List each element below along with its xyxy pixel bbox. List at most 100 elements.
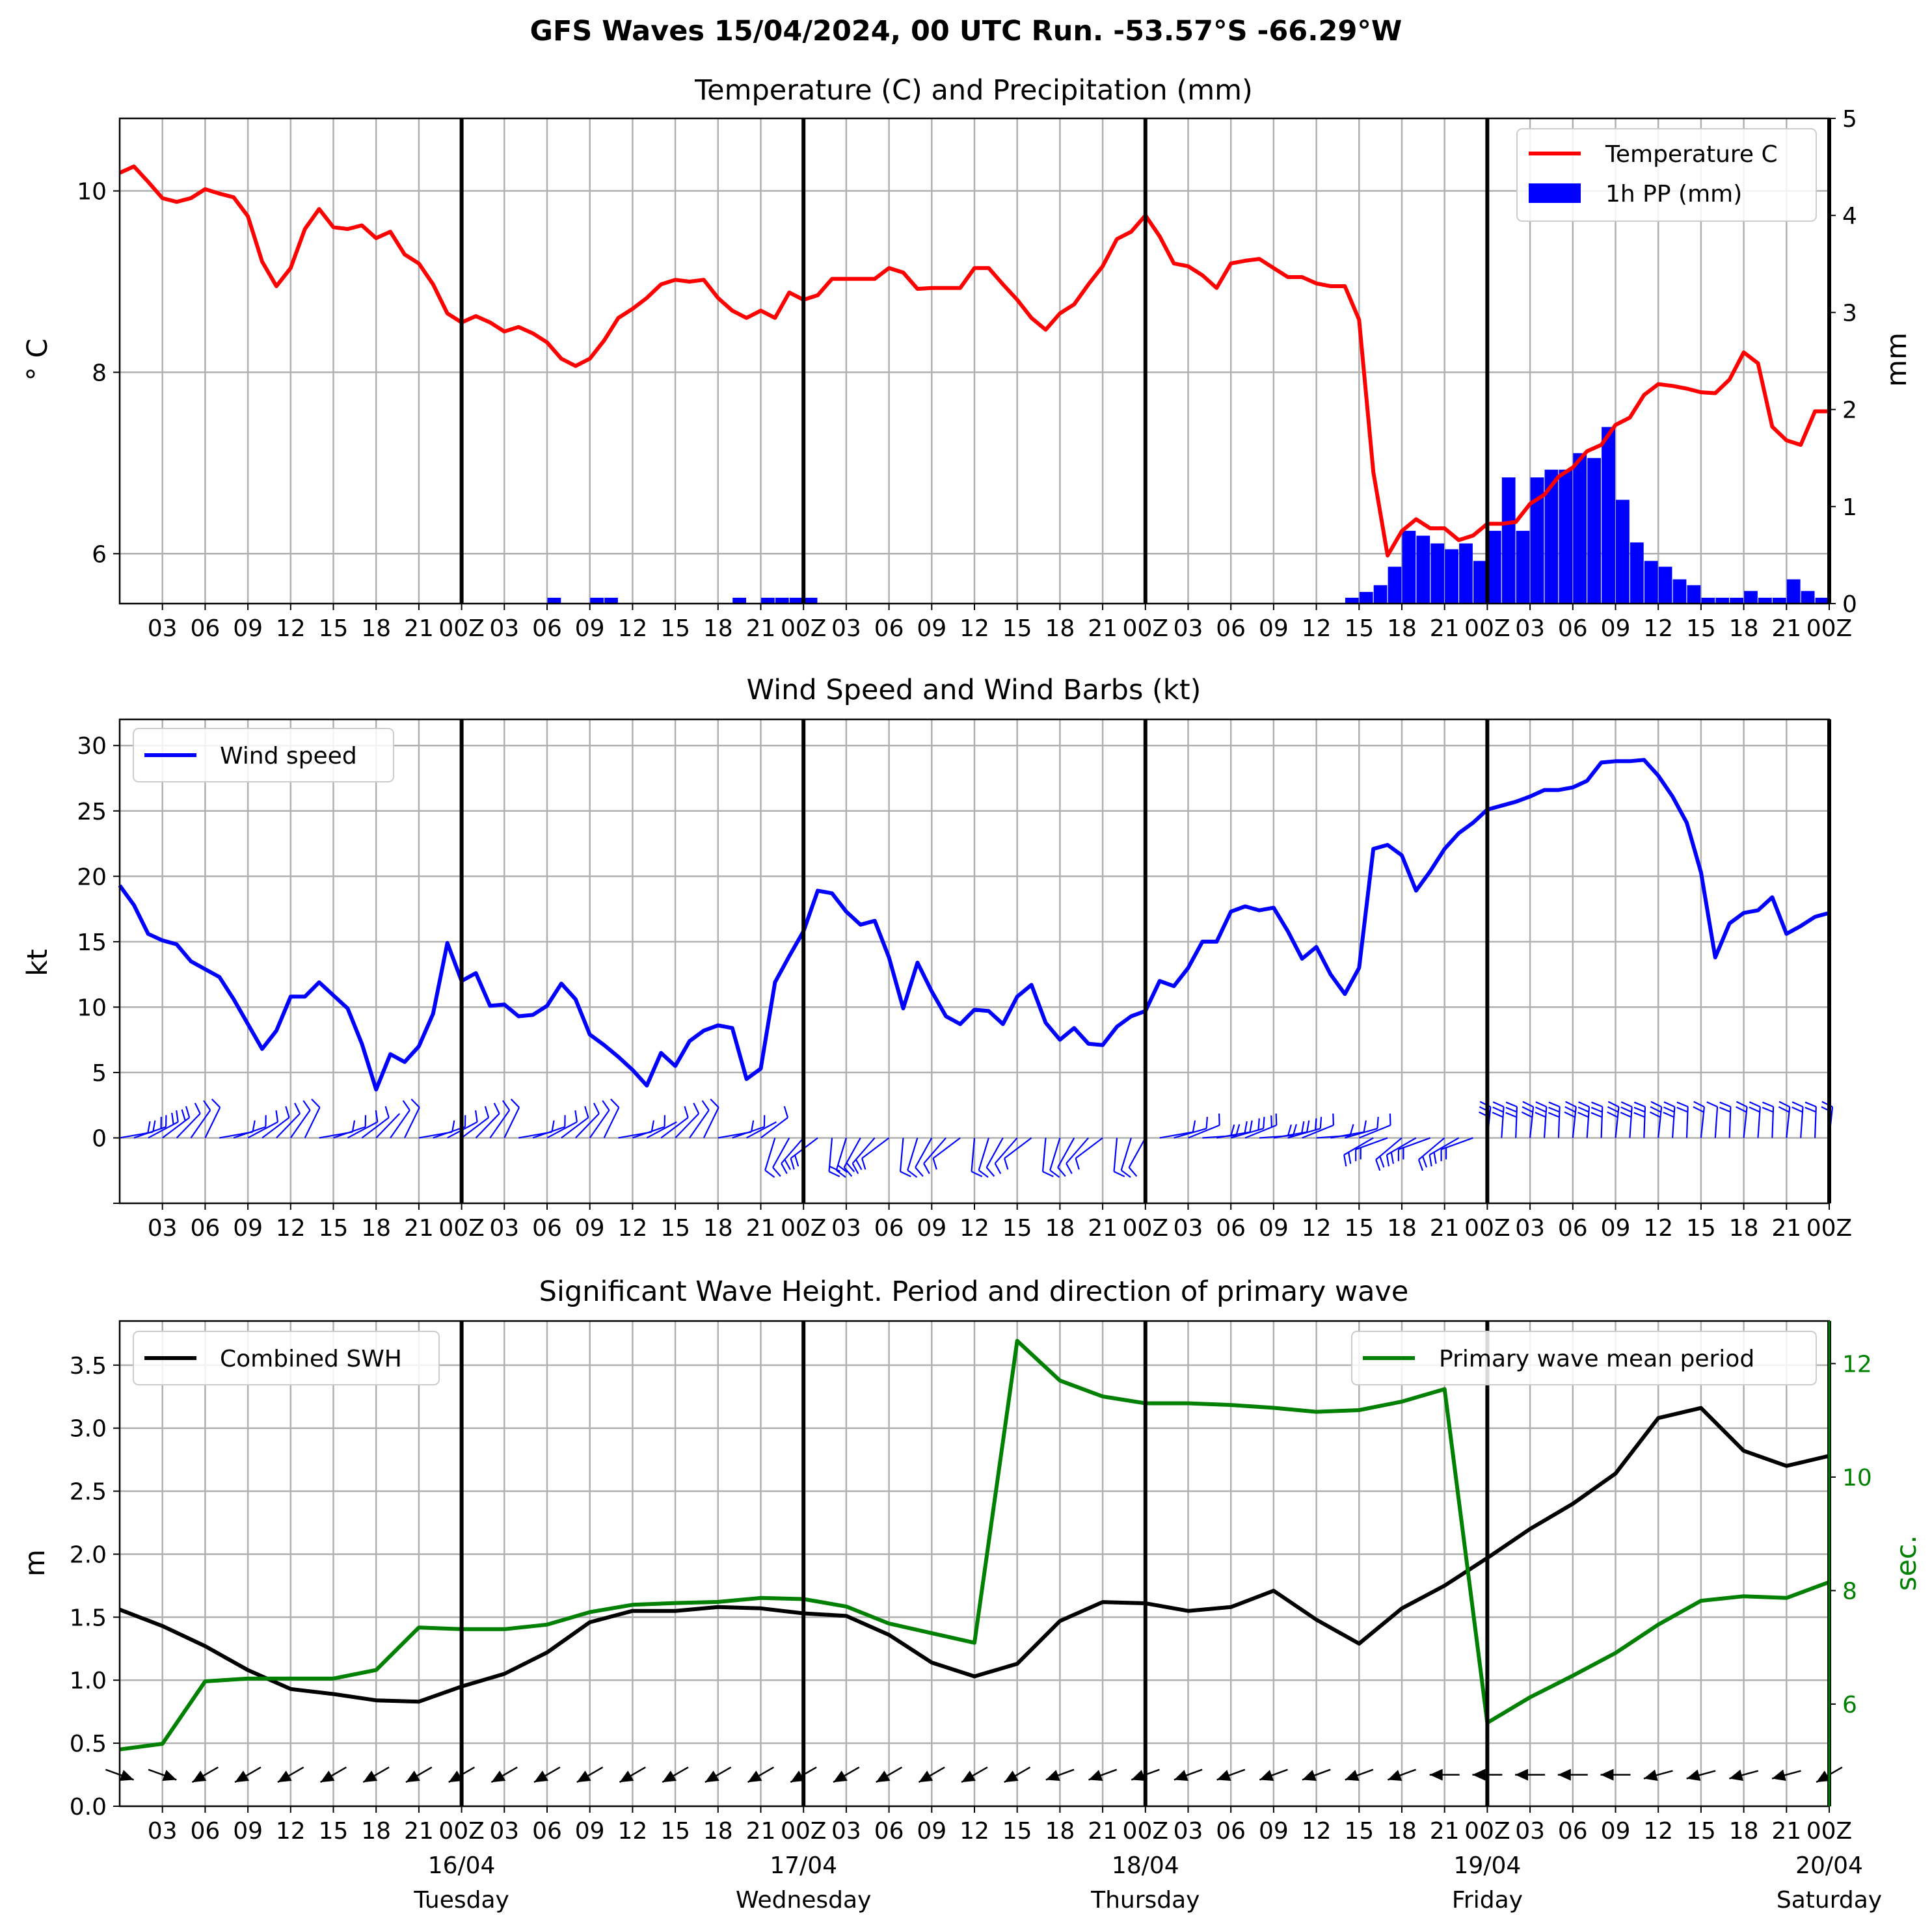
wind-barb-staff [1771, 1106, 1775, 1138]
wind-barb-feather [285, 1106, 290, 1118]
wind-barb-feather [351, 1120, 356, 1132]
period-legend-box [1351, 1331, 1817, 1385]
precipitation-bar [1630, 542, 1644, 604]
temp-x-tick-label: 00Z [1806, 615, 1852, 642]
period-y2-tick-label: 6 [1842, 1692, 1857, 1718]
precipitation-bar [1445, 549, 1458, 604]
wind-barb-staff [204, 1107, 221, 1138]
wind-barb-staff [1273, 1131, 1308, 1139]
wind-barb-feather [1778, 1101, 1790, 1108]
wind-barb-feather [1633, 1112, 1645, 1118]
wave-x-tick-label: 06 [532, 1818, 562, 1845]
wind-x-tick-label: 00Z [1123, 1215, 1168, 1242]
wind-barb-staff [1004, 1137, 1032, 1159]
wind-barb-staff [1375, 1137, 1402, 1160]
wave-direction-arrow-head [1302, 1770, 1317, 1781]
wave-x-tick-label: 09 [233, 1818, 263, 1845]
wind-barb-feather [375, 1110, 379, 1123]
primary-wave-period-line [119, 1339, 1831, 1752]
precip-y2-tick-label: 0 [1842, 591, 1857, 618]
wave-direction-arrow-head [619, 1770, 634, 1783]
precipitation-bar [1616, 500, 1630, 604]
temp-x-tick-label: 18 [1045, 615, 1075, 642]
precipitation-bar [1501, 477, 1516, 604]
wind-barb-feather [402, 1100, 410, 1111]
wind-barb-feather [1805, 1101, 1817, 1108]
wind-barb-staff [660, 1117, 689, 1139]
wind-barb-feather [1522, 1106, 1533, 1113]
precip-y2-tick-label: 2 [1842, 397, 1857, 424]
wind-barb-feather [1004, 1158, 1009, 1170]
wind-barb-feather [783, 1106, 789, 1118]
wind-barb-feather [275, 1110, 279, 1123]
wind-x-tick-label: 09 [1259, 1215, 1289, 1242]
temp-x-tick-label: 03 [148, 615, 178, 642]
wind-barb-staff [1429, 1137, 1460, 1156]
wind-barb-feather [1505, 1101, 1518, 1108]
wind-barb-feather [551, 1120, 555, 1132]
wind-barb-staff [475, 1113, 500, 1139]
wave-x-tick-label: 06 [190, 1818, 220, 1845]
precipitation-bar [1815, 598, 1829, 604]
date-label: 20/04 [1795, 1852, 1863, 1879]
wind-x-tick-label: 21 [1088, 1215, 1118, 1242]
temp-x-tick-label: 21 [1771, 615, 1801, 642]
wave-height-y-axis-label: m [19, 1549, 51, 1577]
wind-x-tick-label: 12 [276, 1215, 306, 1242]
temp-x-tick-label: 03 [1174, 615, 1203, 642]
wind-barb-feather [1535, 1101, 1547, 1108]
wind-barb-feather [1332, 1113, 1334, 1126]
wind-barb-feather [852, 1163, 859, 1175]
wind-barb-feather [651, 1120, 654, 1132]
wind-barb-feather [907, 1169, 918, 1178]
wind-barb-feather [252, 1120, 256, 1132]
wind-barb-feather [710, 1099, 719, 1108]
wind-legend-box [133, 728, 394, 782]
wind-barb-staff [646, 1121, 677, 1139]
wind-barb-staff [133, 1126, 167, 1139]
period-y2-tick-label: 12 [1842, 1351, 1872, 1378]
wind-barb-staff [703, 1107, 719, 1138]
temperature-legend: Temperature C 1h PP (mm) [1516, 128, 1817, 222]
temp-x-tick-label: 12 [959, 615, 989, 642]
precipitation-bar [732, 598, 746, 604]
wind-barb-feather [764, 1169, 775, 1178]
wind-barb-staff [971, 1138, 976, 1172]
wind-barb-staff [276, 1113, 301, 1139]
wind-x-tick-label: 12 [617, 1215, 647, 1242]
temp-x-tick-label: 21 [1088, 615, 1118, 642]
temp-x-tick-label: 15 [319, 615, 349, 642]
wave-direction-arrow-head [534, 1770, 548, 1783]
wind-barb-staff [1557, 1106, 1561, 1138]
wind-legend-label: Wind speed [220, 743, 357, 769]
wave-direction-arrow-head [1600, 1769, 1614, 1781]
wind-barb-feather [451, 1120, 455, 1132]
wind-barb-staff [932, 1137, 961, 1159]
temp-x-tick-label: 21 [746, 615, 776, 642]
wind-barb-staff [233, 1126, 266, 1139]
precipitation-bar [1359, 592, 1373, 604]
wind-barb-feather [1736, 1101, 1748, 1108]
wind-barb-feather [986, 1167, 995, 1177]
wind-x-tick-label: 15 [1686, 1215, 1716, 1242]
wind-barb-feather [1492, 1106, 1504, 1113]
wind-barb-feather [1128, 1167, 1138, 1177]
temp-x-tick-label: 09 [1259, 615, 1289, 642]
wave-x-tick-label: 06 [1216, 1818, 1246, 1845]
wind-barb-staff [732, 1126, 765, 1139]
wind-barb-feather [1386, 1155, 1390, 1167]
wave-direction-arrow-head [961, 1770, 976, 1783]
wind-barb-feather [1663, 1112, 1674, 1118]
temperature-line [118, 164, 1829, 558]
wave-x-tick-label: 06 [874, 1818, 904, 1845]
wave-direction-arrow-head [876, 1770, 891, 1783]
wind-barb-staff [861, 1137, 890, 1159]
wind-barb-feather [855, 1159, 863, 1170]
wave-x-tick-label: 21 [404, 1818, 434, 1845]
temp-x-tick-label: 06 [1558, 615, 1588, 642]
temp-x-tick-label: 12 [1302, 615, 1332, 642]
wind-barb-staff [1244, 1124, 1277, 1139]
wind-barb-staff [589, 1110, 610, 1139]
wave-x-tick-label: 03 [148, 1818, 178, 1845]
wind-barb-feather [185, 1106, 191, 1118]
